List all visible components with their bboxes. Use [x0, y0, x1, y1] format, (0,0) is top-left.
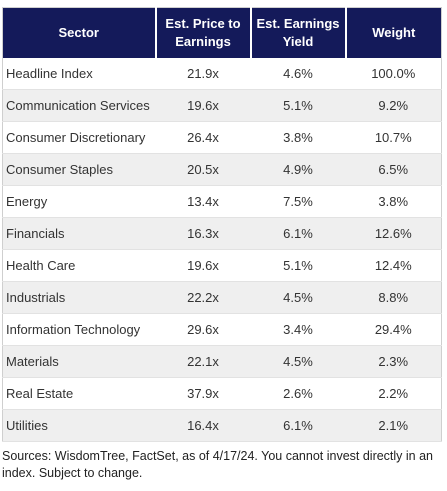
value-cell: 22.1x: [155, 345, 251, 378]
value-cell: 6.1%: [250, 217, 346, 250]
value-cell: 4.6%: [250, 58, 346, 90]
value-cell: 2.6%: [250, 377, 346, 410]
header-row: Sector Est. Price to Earnings Est. Earning…: [2, 7, 442, 58]
value-cell: 7.5%: [250, 185, 346, 218]
table-row: Communication Services 19.6x 5.1% 9.2%: [2, 89, 442, 122]
table-row: Information Technology 29.6x 3.4% 29.4%: [2, 313, 442, 346]
value-cell: 5.1%: [250, 89, 346, 122]
value-cell: 8.8%: [345, 281, 442, 314]
value-cell: 6.1%: [250, 409, 346, 442]
header-cell: Weight: [344, 7, 442, 58]
sector-cell: Real Estate: [2, 377, 156, 410]
value-cell: 9.2%: [345, 89, 442, 122]
value-cell: 20.5x: [155, 153, 251, 186]
value-cell: 29.4%: [345, 313, 442, 346]
value-cell: 12.6%: [345, 217, 442, 250]
value-cell: 22.2x: [155, 281, 251, 314]
value-cell: 19.6x: [155, 89, 251, 122]
source-note: Sources: WisdomTree, FactSet, as of 4/17…: [2, 449, 434, 480]
table-row: Consumer Discretionary 26.4x 3.8% 10.7%: [2, 121, 442, 154]
value-cell: 6.5%: [345, 153, 442, 186]
table-wrap: Sector Est. Price to Earnings Est. Earning…: [2, 7, 442, 442]
sector-cell: Information Technology: [2, 313, 156, 346]
value-cell: 2.2%: [345, 377, 442, 410]
sector-cell: Consumer Discretionary: [2, 121, 156, 154]
value-cell: 19.6x: [155, 249, 251, 282]
sector-cell: Communication Services: [2, 89, 156, 122]
table-row: Materials 22.1x 4.5% 2.3%: [2, 345, 442, 378]
sector-cell: Utilities: [2, 409, 156, 442]
header-cell: Est. Earnings Yield: [249, 7, 346, 58]
value-cell: 100.0%: [345, 58, 442, 90]
value-cell: 29.6x: [155, 313, 251, 346]
value-cell: 13.4x: [155, 185, 251, 218]
sector-cell: Headline Index: [2, 58, 156, 90]
value-cell: 3.8%: [345, 185, 442, 218]
sector-cell: Industrials: [2, 281, 156, 314]
value-cell: 3.4%: [250, 313, 346, 346]
value-cell: 21.9x: [155, 58, 251, 90]
sector-cell: Financials: [2, 217, 156, 250]
value-cell: 16.4x: [155, 409, 251, 442]
table-row: Real Estate 37.9x 2.6% 2.2%: [2, 377, 442, 410]
value-cell: 2.3%: [345, 345, 442, 378]
sector-cell: Materials: [2, 345, 156, 378]
value-cell: 4.9%: [250, 153, 346, 186]
table-row: Headline Index 21.9x 4.6% 100.0%: [2, 58, 442, 90]
value-cell: 12.4%: [345, 249, 442, 282]
value-cell: 16.3x: [155, 217, 251, 250]
value-cell: 26.4x: [155, 121, 251, 154]
table-row: Financials 16.3x 6.1% 12.6%: [2, 217, 442, 250]
value-cell: 37.9x: [155, 377, 251, 410]
value-cell: 5.1%: [250, 249, 346, 282]
sector-cell: Consumer Staples: [2, 153, 156, 186]
value-cell: 4.5%: [250, 281, 346, 314]
value-cell: 2.1%: [345, 409, 442, 442]
sector-cell: Energy: [2, 185, 156, 218]
sector-table: Sector Est. Price to Earnings Est. Earning…: [2, 7, 442, 442]
table-row: Consumer Staples 20.5x 4.9% 6.5%: [2, 153, 442, 186]
sector-cell: Health Care: [2, 249, 156, 282]
value-cell: 3.8%: [250, 121, 346, 154]
value-cell: 4.5%: [250, 345, 346, 378]
header-cell: Est. Price to Earnings: [154, 7, 251, 58]
value-cell: 10.7%: [345, 121, 442, 154]
table-row: Utilities 16.4x 6.1% 2.1%: [2, 409, 442, 442]
header-cell: Sector: [2, 7, 156, 58]
table-row: Industrials 22.2x 4.5% 8.8%: [2, 281, 442, 314]
table-body: Headline Index 21.9x 4.6% 100.0% Communicati…: [2, 58, 442, 442]
table-row: Energy 13.4x 7.5% 3.8%: [2, 185, 442, 218]
table-row: Health Care 19.6x 5.1% 12.4%: [2, 249, 442, 282]
